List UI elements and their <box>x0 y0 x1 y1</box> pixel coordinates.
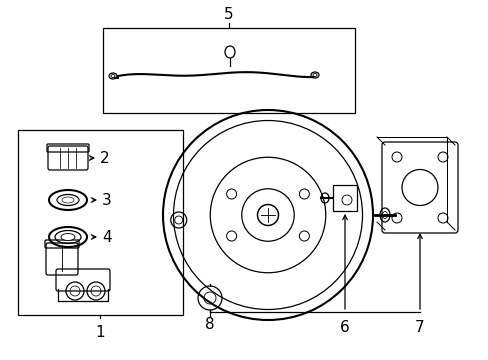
Text: 7: 7 <box>414 320 424 335</box>
Bar <box>332 185 356 211</box>
Ellipse shape <box>61 234 75 240</box>
Text: 8: 8 <box>205 317 214 332</box>
Text: 5: 5 <box>224 7 233 22</box>
Bar <box>103 28 354 113</box>
Text: 6: 6 <box>340 320 349 335</box>
Text: 2: 2 <box>100 150 109 166</box>
Text: 3: 3 <box>102 193 112 207</box>
Text: 1: 1 <box>95 325 104 340</box>
Bar <box>18 130 183 315</box>
Ellipse shape <box>62 197 74 203</box>
Text: 4: 4 <box>102 230 111 244</box>
